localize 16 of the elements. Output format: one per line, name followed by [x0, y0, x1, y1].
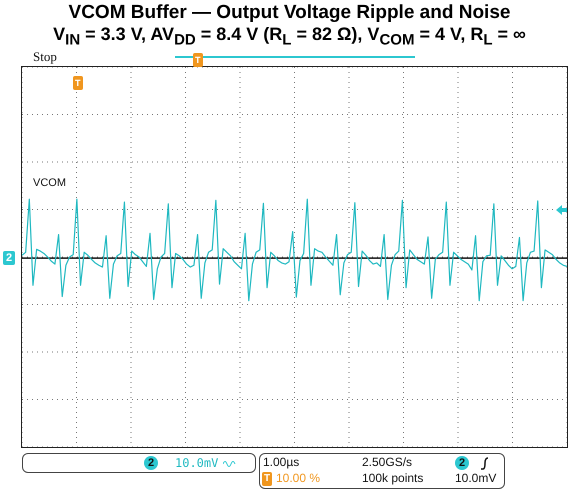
text: 2 — [455, 456, 470, 470]
text: 100k points — [362, 471, 424, 485]
text: 1.00µs — [263, 455, 300, 469]
text: 2 — [3, 251, 16, 265]
text: 2 — [144, 456, 158, 470]
text: V$_{IN}$ = 3.3 V, AV$_{DD}$ = 8.4 V (R$_{L}$ = 82 Ω), V$_{COM}$ = 4 V, R$_{L}$ = ∞ — [53, 24, 526, 49]
text: T — [193, 53, 202, 67]
chart-title: VCOM Buffer — Output Voltage Ripple and Noise — [68, 2, 512, 24]
text: 2.50GS/s — [362, 455, 412, 469]
text: Stop — [33, 49, 57, 64]
text: 10.00 % — [276, 471, 320, 485]
text: T — [262, 472, 272, 486]
text: 10.0mV — [175, 456, 218, 470]
text: 10.0mV — [455, 471, 496, 485]
text: VCOM — [33, 176, 66, 190]
text: T — [73, 76, 82, 90]
